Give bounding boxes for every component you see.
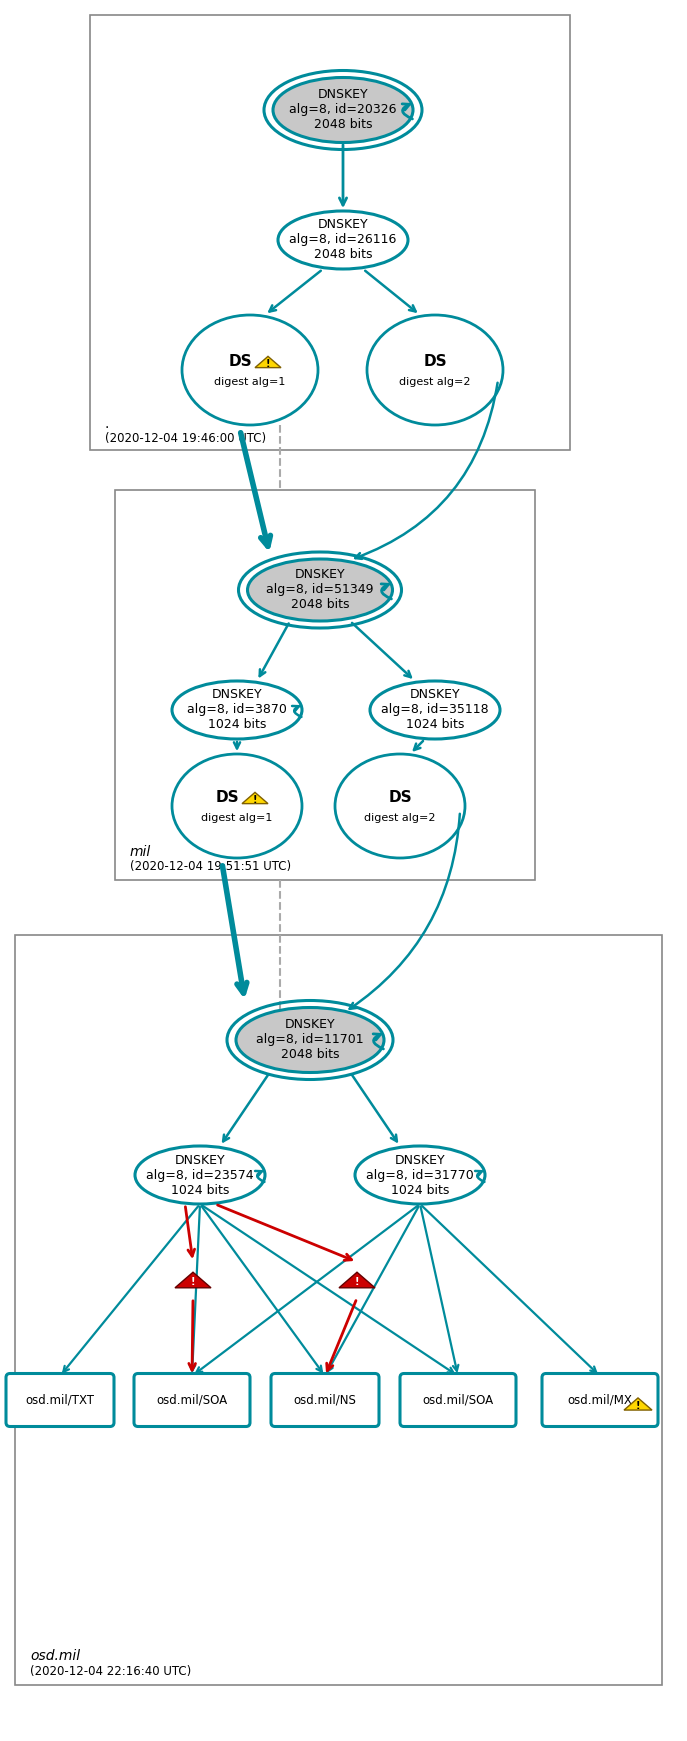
Polygon shape	[339, 1273, 375, 1288]
Polygon shape	[242, 792, 268, 804]
Ellipse shape	[172, 681, 302, 738]
FancyBboxPatch shape	[15, 935, 662, 1685]
Ellipse shape	[273, 78, 413, 143]
FancyBboxPatch shape	[271, 1374, 379, 1426]
Text: DNSKEY
alg=8, id=3870
1024 bits: DNSKEY alg=8, id=3870 1024 bits	[187, 688, 287, 731]
Ellipse shape	[182, 315, 318, 425]
Text: digest alg=1: digest alg=1	[214, 378, 286, 387]
Text: DNSKEY
alg=8, id=11701
2048 bits: DNSKEY alg=8, id=11701 2048 bits	[256, 1018, 364, 1062]
Text: DNSKEY
alg=8, id=20326
2048 bits: DNSKEY alg=8, id=20326 2048 bits	[289, 89, 397, 132]
Ellipse shape	[172, 754, 302, 858]
Text: DNSKEY
alg=8, id=23574
1024 bits: DNSKEY alg=8, id=23574 1024 bits	[146, 1154, 254, 1196]
Text: !: !	[253, 796, 257, 804]
Text: osd.mil/SOA: osd.mil/SOA	[157, 1393, 227, 1407]
Text: !: !	[635, 1402, 640, 1410]
Text: DS: DS	[215, 790, 239, 806]
FancyBboxPatch shape	[6, 1374, 114, 1426]
Polygon shape	[255, 357, 281, 367]
Text: DS: DS	[388, 790, 412, 806]
Ellipse shape	[135, 1146, 265, 1205]
Text: DNSKEY
alg=8, id=35118
1024 bits: DNSKEY alg=8, id=35118 1024 bits	[381, 688, 489, 731]
Text: .: .	[105, 418, 109, 432]
FancyBboxPatch shape	[400, 1374, 516, 1426]
Text: osd.mil/SOA: osd.mil/SOA	[423, 1393, 493, 1407]
Ellipse shape	[370, 681, 500, 738]
Text: DNSKEY
alg=8, id=31770
1024 bits: DNSKEY alg=8, id=31770 1024 bits	[366, 1154, 474, 1196]
FancyBboxPatch shape	[90, 16, 570, 449]
Text: digest alg=2: digest alg=2	[364, 813, 436, 823]
Text: !: !	[191, 1276, 195, 1287]
Ellipse shape	[247, 559, 392, 622]
Text: DS: DS	[228, 355, 252, 369]
Ellipse shape	[335, 754, 465, 858]
Text: (2020-12-04 19:46:00 UTC): (2020-12-04 19:46:00 UTC)	[105, 432, 266, 446]
Text: (2020-12-04 22:16:40 UTC): (2020-12-04 22:16:40 UTC)	[30, 1664, 191, 1678]
Text: DNSKEY
alg=8, id=51349
2048 bits: DNSKEY alg=8, id=51349 2048 bits	[267, 569, 374, 611]
Text: (2020-12-04 19:51:51 UTC): (2020-12-04 19:51:51 UTC)	[130, 860, 291, 872]
Text: DNSKEY
alg=8, id=26116
2048 bits: DNSKEY alg=8, id=26116 2048 bits	[289, 219, 396, 261]
Ellipse shape	[278, 211, 408, 270]
Text: !: !	[354, 1276, 359, 1287]
FancyBboxPatch shape	[542, 1374, 658, 1426]
Polygon shape	[624, 1398, 652, 1410]
Polygon shape	[175, 1273, 211, 1288]
Text: osd.mil/NS: osd.mil/NS	[293, 1393, 357, 1407]
Text: osd.mil/TXT: osd.mil/TXT	[25, 1393, 95, 1407]
Text: osd.mil: osd.mil	[30, 1649, 80, 1663]
Ellipse shape	[236, 1008, 384, 1072]
Text: mil: mil	[130, 844, 151, 858]
Text: DS: DS	[423, 355, 447, 369]
Text: osd.mil/MX: osd.mil/MX	[567, 1393, 633, 1407]
Text: !: !	[266, 359, 270, 369]
Ellipse shape	[355, 1146, 485, 1205]
FancyBboxPatch shape	[134, 1374, 250, 1426]
FancyBboxPatch shape	[115, 489, 535, 879]
Ellipse shape	[367, 315, 503, 425]
Text: digest alg=2: digest alg=2	[399, 378, 471, 387]
Text: digest alg=1: digest alg=1	[201, 813, 273, 823]
